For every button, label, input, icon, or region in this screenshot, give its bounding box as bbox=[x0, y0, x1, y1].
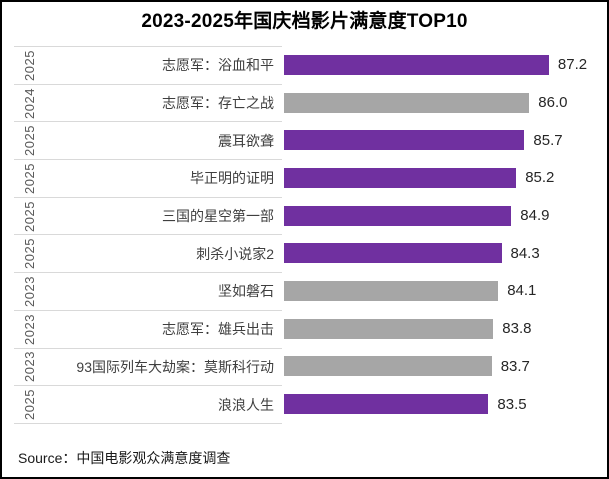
bar-area: 87.2 bbox=[282, 46, 607, 84]
year-label: 2025 bbox=[21, 238, 37, 270]
satisfaction-bar bbox=[284, 243, 502, 264]
category-label-area: 2025 浪浪人生 bbox=[14, 385, 282, 423]
category-label-area: 2025 志愿军：浴血和平 bbox=[14, 46, 282, 84]
movie-name-label: 坚如磐石 bbox=[218, 283, 274, 300]
category-label-area: 2025 刺杀小说家2 bbox=[14, 234, 282, 272]
year-cell: 2025 bbox=[14, 201, 44, 232]
year-label: 2025 bbox=[21, 389, 37, 420]
chart-row: 2023 志愿军：雄兵出击 83.8 bbox=[14, 309, 607, 348]
source-note: Source：中国电影观众满意度调查 bbox=[18, 450, 231, 466]
bar-area: 83.5 bbox=[282, 385, 607, 423]
satisfaction-bar bbox=[284, 167, 517, 188]
bar-area: 84.3 bbox=[282, 234, 607, 272]
year-label: 2023 bbox=[21, 351, 37, 383]
satisfaction-bar bbox=[284, 318, 494, 339]
chart-row: 2025 三国的星空第一部 84.9 bbox=[14, 196, 607, 235]
bar-area: 83.7 bbox=[282, 348, 607, 386]
year-cell: 2023 bbox=[14, 314, 44, 345]
chart-title: 2023-2025年国庆档影片满意度TOP10 bbox=[141, 11, 468, 32]
category-label-area: 2025 毕正明的证明 bbox=[14, 159, 282, 197]
value-label: 87.2 bbox=[557, 56, 588, 74]
movie-name-label: 志愿军：存亡之战 bbox=[162, 95, 274, 112]
chart-row: 2025 毕正明的证明 85.2 bbox=[14, 159, 607, 197]
movie-name-label: 志愿军：浴血和平 bbox=[162, 57, 274, 74]
chart-row: 2025 震耳欲聋 85.7 bbox=[14, 121, 607, 159]
satisfaction-bar bbox=[284, 54, 549, 75]
satisfaction-bar bbox=[284, 92, 530, 113]
movie-name-label: 三国的星空第一部 bbox=[162, 208, 274, 225]
year-label: 2025 bbox=[21, 125, 37, 157]
category-label-area: 2024 志愿军：存亡之战 bbox=[14, 83, 282, 122]
value-label: 83.5 bbox=[497, 395, 527, 413]
value-label: 84.3 bbox=[510, 244, 540, 262]
year-cell: 2025 bbox=[14, 125, 44, 156]
chart-row: 2023 93国际列车大劫案：莫斯科行动 83.7 bbox=[14, 347, 607, 386]
category-label-area: 2023 93国际列车大劫案：莫斯科行动 bbox=[14, 347, 282, 386]
year-label: 2025 bbox=[21, 49, 37, 81]
chart-row: 2025 刺杀小说家2 84.3 bbox=[14, 234, 607, 272]
chart-row: 2023 坚如磐石 84.1 bbox=[14, 272, 607, 310]
year-cell: 2023 bbox=[14, 276, 44, 307]
year-label: 2024 bbox=[21, 87, 37, 119]
bar-area: 86.0 bbox=[282, 84, 607, 122]
bar-area: 85.2 bbox=[282, 159, 607, 197]
category-label-area: 2025 三国的星空第一部 bbox=[14, 196, 282, 235]
year-cell: 2025 bbox=[14, 50, 44, 81]
movie-name-label: 93国际列车大劫案：莫斯科行动 bbox=[76, 358, 274, 375]
year-cell: 2025 bbox=[14, 238, 44, 269]
satisfaction-bar bbox=[284, 394, 489, 415]
movie-name-label: 志愿军：雄兵出击 bbox=[162, 321, 274, 338]
bar-area: 84.1 bbox=[282, 272, 607, 310]
bar-chart: 2025 志愿军：浴血和平 87.2 2024 志愿军：存亡之战 86.0 2025 震耳欲聋… bbox=[14, 46, 607, 424]
satisfaction-bar bbox=[284, 356, 492, 377]
value-label: 83.7 bbox=[500, 357, 530, 375]
year-cell: 2024 bbox=[14, 88, 44, 119]
movie-name-label: 震耳欲聋 bbox=[218, 132, 274, 149]
satisfaction-bar bbox=[284, 205, 512, 226]
category-label-area: 2025 震耳欲聋 bbox=[14, 121, 282, 159]
satisfaction-bar bbox=[284, 280, 499, 301]
category-label-area: 2023 志愿军：雄兵出击 bbox=[14, 309, 282, 348]
year-label: 2025 bbox=[21, 200, 37, 232]
year-cell: 2023 bbox=[14, 351, 44, 382]
value-label: 84.1 bbox=[507, 282, 537, 300]
chart-row: 2024 志愿军：存亡之战 86.0 bbox=[14, 83, 607, 122]
chart-row: 2025 志愿军：浴血和平 87.2 bbox=[14, 46, 607, 84]
value-label: 84.9 bbox=[520, 207, 550, 225]
year-label: 2023 bbox=[21, 313, 37, 345]
satisfaction-bar bbox=[284, 130, 525, 151]
value-label: 83.8 bbox=[502, 320, 532, 338]
year-cell: 2025 bbox=[14, 389, 44, 420]
movie-name-label: 刺杀小说家2 bbox=[196, 245, 274, 262]
category-label-area: 2023 坚如磐石 bbox=[14, 272, 282, 310]
chart-row: 2025 浪浪人生 83.5 bbox=[14, 385, 607, 423]
year-label: 2025 bbox=[21, 162, 37, 194]
bar-area: 85.7 bbox=[282, 121, 607, 159]
year-cell: 2025 bbox=[14, 163, 44, 194]
year-label: 2023 bbox=[21, 276, 37, 307]
axis-bottom-line bbox=[14, 422, 282, 424]
value-label: 86.0 bbox=[538, 94, 568, 112]
value-label: 85.7 bbox=[533, 131, 563, 149]
chart-rows: 2025 志愿军：浴血和平 87.2 2024 志愿军：存亡之战 86.0 2025 震耳欲聋… bbox=[14, 46, 607, 423]
bar-area: 84.9 bbox=[282, 197, 607, 235]
movie-name-label: 毕正明的证明 bbox=[190, 170, 274, 187]
movie-name-label: 浪浪人生 bbox=[218, 396, 274, 413]
bar-area: 83.8 bbox=[282, 310, 607, 348]
value-label: 85.2 bbox=[525, 169, 555, 187]
